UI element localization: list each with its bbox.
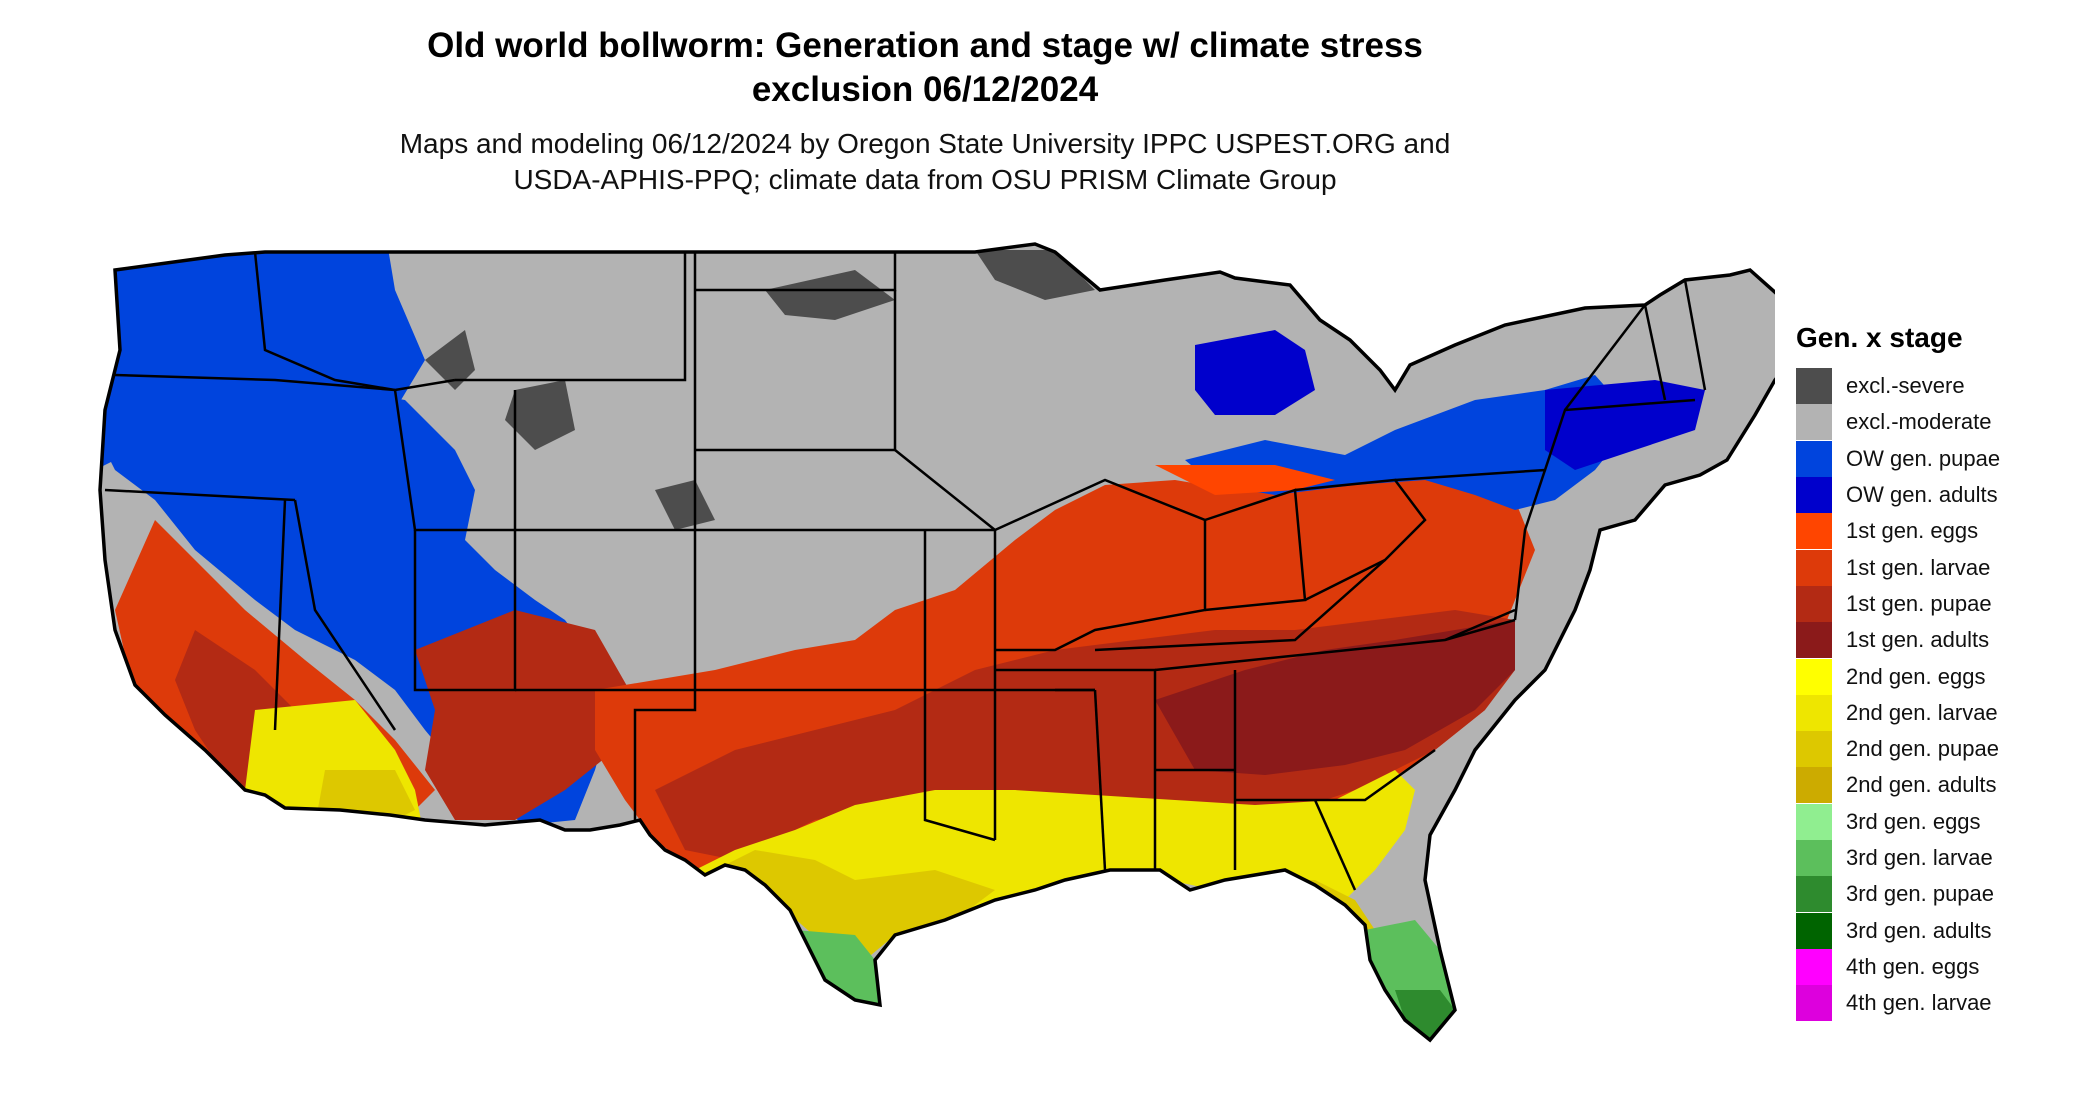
legend-swatch [1796, 477, 1832, 514]
legend-item: excl.-moderate [1796, 404, 2096, 441]
legend-label: OW gen. adults [1846, 482, 1998, 508]
legend-title: Gen. x stage [1796, 322, 1963, 353]
legend-item: 1st gen. eggs [1796, 513, 2096, 550]
legend-swatch [1796, 513, 1832, 550]
legend-swatch [1796, 912, 1832, 949]
legend-label: 4th gen. larvae [1846, 990, 1992, 1016]
us-generation-stage-map [98, 242, 1775, 1042]
legend: Gen. x stage excl.-severe excl.-moderate O… [1796, 322, 2096, 1022]
legend-item: 2nd gen. larvae [1796, 694, 2096, 731]
legend-label: 3rd gen. pupae [1846, 881, 1995, 907]
legend-label: 2nd gen. eggs [1846, 663, 1986, 689]
legend-label: 1st gen. adults [1846, 627, 1990, 653]
legend-item: 1st gen. larvae [1796, 549, 2096, 586]
legend-items: excl.-severe excl.-moderate OW gen. pupae O… [1796, 368, 2096, 1022]
legend-item: 2nd gen. pupae [1796, 731, 2096, 768]
legend-item: 3rd gen. larvae [1796, 840, 2096, 876]
legend-item: 1st gen. adults [1796, 622, 2096, 659]
legend-item: 2nd gen. eggs [1796, 658, 2096, 695]
legend-item: 3rd gen. pupae [1796, 876, 2096, 913]
legend-swatch [1796, 803, 1832, 840]
legend-swatch [1796, 876, 1832, 913]
legend-label: 3rd gen. eggs [1846, 808, 1981, 834]
legend-item: OW gen. pupae [1796, 440, 2096, 477]
legend-swatch [1796, 658, 1832, 695]
legend-item: 3rd gen. adults [1796, 912, 2096, 949]
legend-item: 1st gen. pupae [1796, 585, 2096, 622]
legend-label: 2nd gen. adults [1846, 772, 1997, 798]
legend-swatch [1796, 622, 1832, 659]
legend-swatch [1796, 368, 1832, 405]
legend-swatch [1796, 840, 1832, 876]
legend-label: 1st gen. pupae [1846, 590, 1992, 616]
legend-label: 2nd gen. larvae [1846, 699, 1998, 725]
legend-swatch [1796, 985, 1832, 1022]
map-subtitle-line-2: USDA-APHIS-PPQ; climate data from OSU PR… [513, 164, 1337, 195]
legend-item: 4th gen. eggs [1796, 948, 2096, 985]
legend-label: excl.-moderate [1846, 409, 1992, 435]
legend-swatch [1796, 440, 1832, 477]
legend-label: 2nd gen. pupae [1846, 736, 1999, 762]
legend-swatch [1796, 948, 1832, 985]
legend-swatch [1796, 767, 1832, 804]
legend-label: 1st gen. larvae [1846, 554, 1991, 580]
legend-swatch [1796, 731, 1832, 768]
legend-swatch [1796, 585, 1832, 622]
legend-item: 3rd gen. eggs [1796, 803, 2096, 840]
map-title-line-2: exclusion 06/12/2024 [751, 70, 1099, 109]
map-subtitle-line-1: Maps and modeling 06/12/2024 by Oregon S… [399, 128, 1451, 159]
legend-swatch [1796, 404, 1832, 441]
legend-label: 3rd gen. adults [1846, 917, 1992, 943]
legend-label: 4th gen. eggs [1846, 953, 1980, 979]
legend-item: OW gen. adults [1796, 477, 2096, 514]
legend-item: excl.-severe [1796, 368, 2096, 405]
legend-label: excl.-severe [1846, 373, 1965, 399]
legend-item: 4th gen. larvae [1796, 985, 2096, 1022]
legend-label: 1st gen. eggs [1846, 518, 1979, 544]
legend-label: OW gen. pupae [1846, 445, 2001, 471]
legend-swatch [1796, 694, 1832, 731]
map-title-line-1: Old world bollworm: Generation and stage… [427, 26, 1423, 65]
legend-label: 3rd gen. larvae [1846, 845, 1993, 870]
legend-item: 2nd gen. adults [1796, 767, 2096, 804]
legend-swatch [1796, 549, 1832, 586]
